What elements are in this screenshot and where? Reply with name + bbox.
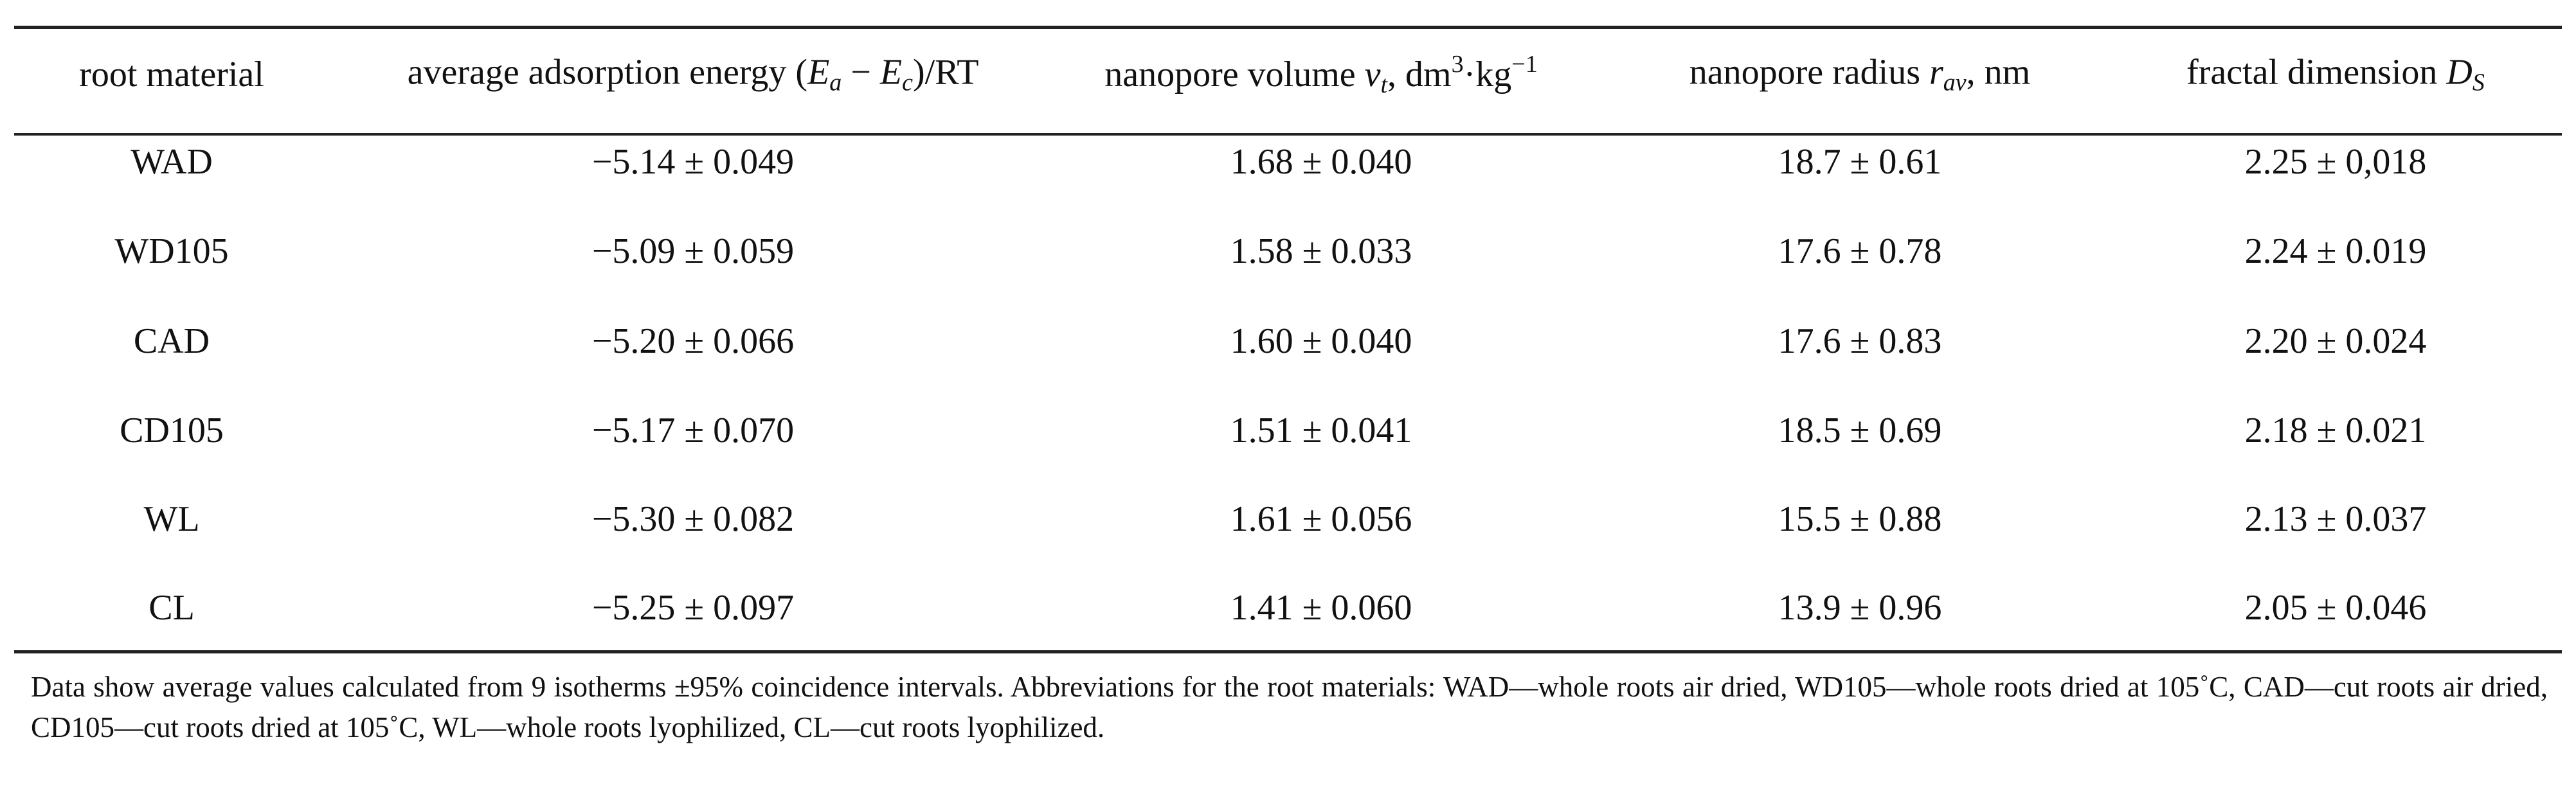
cell-nanopore-volume: 1.68 ± 0.040: [1230, 142, 1412, 182]
cell-adsorption-energy: −5.17 ± 0.070: [591, 411, 795, 450]
cell-root-material: CAD: [133, 321, 210, 361]
header-root-material: root material: [79, 57, 264, 93]
cell-adsorption-energy: −5.30 ± 0.082: [591, 499, 795, 539]
cell-root-material: WL: [143, 499, 200, 539]
header-energy-suffix: )/RT: [912, 52, 979, 93]
table-footnote: Data show average values calculated from…: [31, 671, 2548, 743]
header-energy-ec-subscript: c: [902, 69, 913, 96]
cell-adsorption-energy: −5.20 ± 0.066: [591, 321, 795, 361]
header-volume-unit-a: , dm: [1387, 55, 1452, 94]
cell-fractal-dimension: 2.13 ± 0.037: [2244, 499, 2427, 539]
cell-root-material: CL: [149, 588, 195, 628]
cell-adsorption-energy: −5.14 ± 0.049: [591, 142, 795, 182]
header-fractal-dimension: fractal dimension DS: [2186, 55, 2485, 95]
header-fractal-symbol: D: [2446, 52, 2472, 93]
header-volume-unit-b: ·kg: [1463, 55, 1512, 94]
cell-nanopore-radius: 17.6 ± 0.78: [1778, 231, 1942, 271]
cell-root-material: CD105: [120, 411, 224, 450]
header-adsorption-energy: average adsorption energy (Ea − Ec)/RT: [408, 55, 979, 95]
header-volume-superscript-3: 3: [1451, 51, 1464, 78]
cell-fractal-dimension: 2.24 ± 0.019: [2244, 231, 2427, 271]
table-top-rule: [14, 26, 2562, 29]
header-radius-suffix: , nm: [1966, 52, 2031, 93]
cell-fractal-dimension: 2.18 ± 0.021: [2244, 411, 2427, 450]
cell-fractal-dimension: 2.20 ± 0.024: [2244, 321, 2427, 361]
cell-nanopore-radius: 13.9 ± 0.96: [1778, 588, 1942, 628]
header-radius-subscript: av: [1943, 69, 1967, 96]
header-radius-prefix: nanopore radius: [1689, 52, 1929, 93]
header-volume-superscript-neg1: −1: [1511, 51, 1538, 78]
header-fractal-prefix: fractal dimension: [2186, 52, 2447, 93]
cell-root-material: WAD: [131, 142, 213, 182]
header-nanopore-radius: nanopore radius rav, nm: [1689, 55, 2030, 95]
cell-nanopore-radius: 18.7 ± 0.61: [1778, 142, 1942, 182]
table-bottom-rule: [14, 650, 2562, 653]
cell-adsorption-energy: −5.25 ± 0.097: [591, 588, 795, 628]
cell-fractal-dimension: 2.05 ± 0.046: [2244, 588, 2427, 628]
cell-nanopore-radius: 18.5 ± 0.69: [1778, 411, 1942, 450]
header-nanopore-volume: nanopore volume vt, dm3·kg−1: [1104, 52, 1537, 97]
header-fractal-subscript: S: [2472, 69, 2485, 96]
header-energy-ea-subscript: a: [829, 69, 842, 96]
header-volume-symbol: v: [1364, 55, 1381, 94]
cell-nanopore-volume: 1.58 ± 0.033: [1230, 231, 1412, 271]
header-radius-symbol: r: [1929, 52, 1943, 93]
header-energy-ec-symbol: E: [879, 52, 903, 93]
cell-nanopore-volume: 1.61 ± 0.056: [1230, 499, 1412, 539]
cell-nanopore-volume: 1.41 ± 0.060: [1230, 588, 1412, 628]
header-volume-prefix: nanopore volume: [1104, 55, 1365, 94]
header-energy-ea-symbol: E: [807, 52, 830, 93]
header-volume-subscript: t: [1380, 71, 1388, 98]
header-root-material-text: root material: [79, 55, 264, 94]
cell-adsorption-energy: −5.09 ± 0.059: [591, 231, 795, 271]
cell-nanopore-volume: 1.51 ± 0.041: [1230, 411, 1412, 450]
header-energy-minus: −: [842, 52, 880, 93]
cell-root-material: WD105: [114, 231, 229, 271]
cell-nanopore-radius: 15.5 ± 0.88: [1778, 499, 1942, 539]
cell-fractal-dimension: 2.25 ± 0,018: [2244, 142, 2427, 182]
header-energy-prefix: average adsorption energy (: [407, 52, 808, 93]
cell-nanopore-volume: 1.60 ± 0.040: [1230, 321, 1412, 361]
table-header-rule: [14, 133, 2562, 136]
cell-nanopore-radius: 17.6 ± 0.83: [1778, 321, 1942, 361]
